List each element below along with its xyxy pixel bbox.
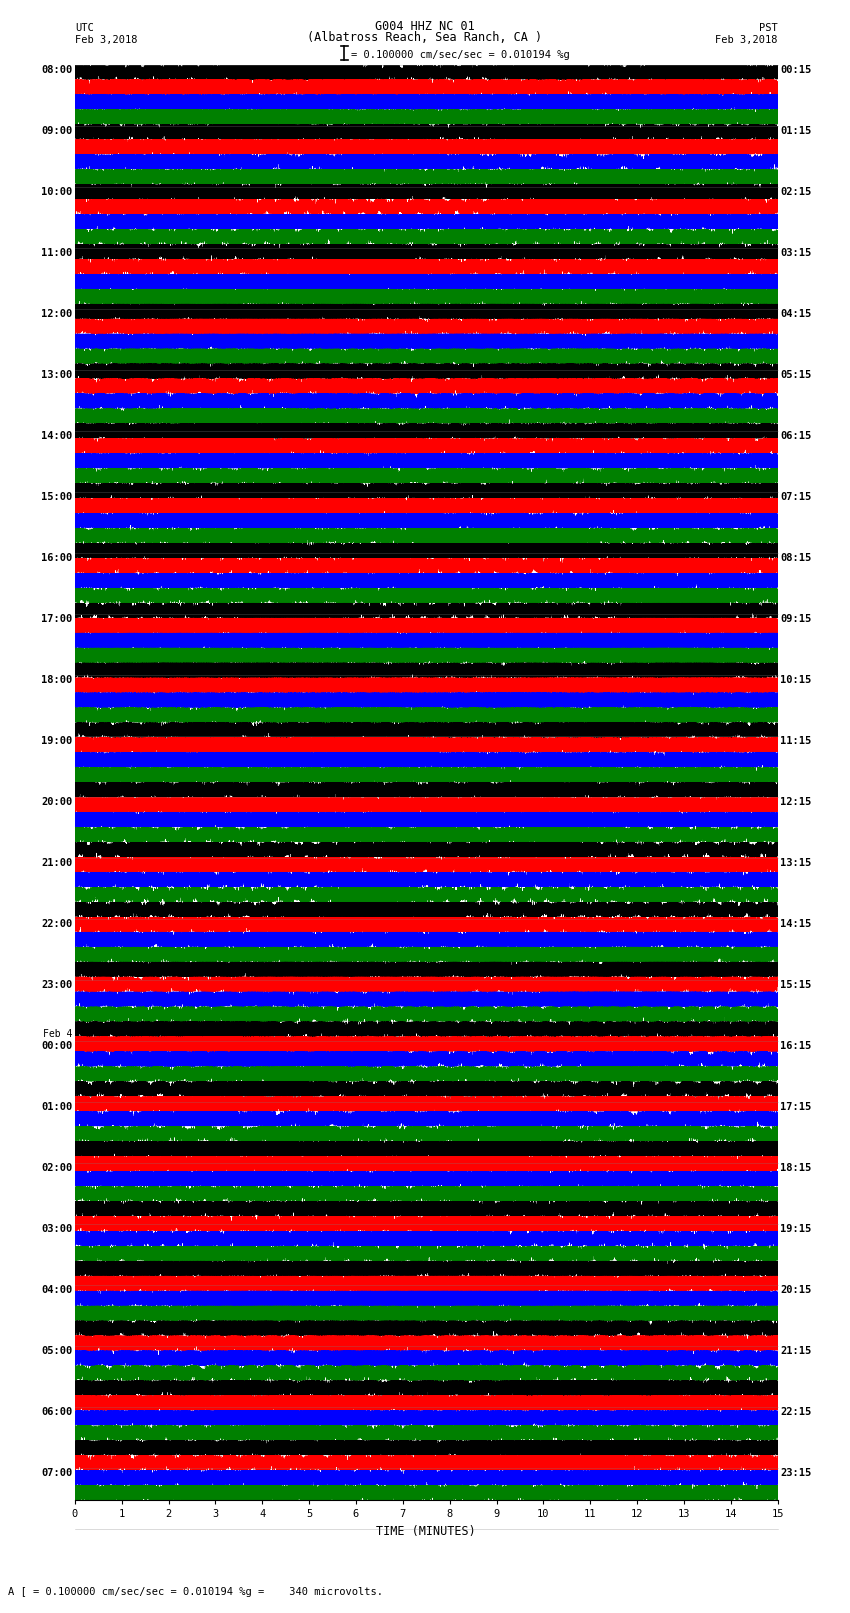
Text: 21:15: 21:15 — [780, 1345, 812, 1357]
Text: 12:15: 12:15 — [780, 797, 812, 806]
Text: 06:00: 06:00 — [41, 1407, 72, 1418]
Text: 02:15: 02:15 — [780, 187, 812, 197]
Text: A [ = 0.100000 cm/sec/sec = 0.010194 %g =    340 microvolts.: A [ = 0.100000 cm/sec/sec = 0.010194 %g … — [8, 1587, 383, 1597]
Text: G004 HHZ NC 01: G004 HHZ NC 01 — [375, 19, 475, 34]
Text: 00:00: 00:00 — [41, 1040, 72, 1052]
Text: 23:00: 23:00 — [41, 979, 72, 990]
Text: Feb 3,2018: Feb 3,2018 — [715, 35, 778, 45]
Text: = 0.100000 cm/sec/sec = 0.010194 %g: = 0.100000 cm/sec/sec = 0.010194 %g — [351, 50, 570, 60]
Text: 05:15: 05:15 — [780, 369, 812, 379]
Text: 13:15: 13:15 — [780, 858, 812, 868]
Text: 16:15: 16:15 — [780, 1040, 812, 1052]
Text: 11:15: 11:15 — [780, 736, 812, 745]
Text: 10:15: 10:15 — [780, 674, 812, 686]
Text: 07:00: 07:00 — [41, 1468, 72, 1478]
Text: 14:00: 14:00 — [41, 431, 72, 440]
Text: 00:15: 00:15 — [780, 65, 812, 74]
Text: Feb 4: Feb 4 — [42, 1029, 72, 1039]
Text: 06:15: 06:15 — [780, 431, 812, 440]
Text: 01:00: 01:00 — [41, 1102, 72, 1111]
Text: 22:15: 22:15 — [780, 1407, 812, 1418]
Text: 20:00: 20:00 — [41, 797, 72, 806]
Text: 02:00: 02:00 — [41, 1163, 72, 1173]
Text: 21:00: 21:00 — [41, 858, 72, 868]
Text: 15:15: 15:15 — [780, 979, 812, 990]
Text: 08:15: 08:15 — [780, 553, 812, 563]
Text: (Albatross Reach, Sea Ranch, CA ): (Albatross Reach, Sea Ranch, CA ) — [308, 31, 542, 45]
Text: UTC: UTC — [75, 24, 94, 34]
Text: 18:15: 18:15 — [780, 1163, 812, 1173]
Text: 03:15: 03:15 — [780, 247, 812, 258]
Text: 04:15: 04:15 — [780, 308, 812, 319]
Text: 11:00: 11:00 — [41, 247, 72, 258]
Text: 09:15: 09:15 — [780, 615, 812, 624]
Text: 13:00: 13:00 — [41, 369, 72, 379]
Text: 01:15: 01:15 — [780, 126, 812, 135]
Text: 04:00: 04:00 — [41, 1286, 72, 1295]
Text: 08:00: 08:00 — [41, 65, 72, 74]
Text: 03:00: 03:00 — [41, 1224, 72, 1234]
Text: 16:00: 16:00 — [41, 553, 72, 563]
Text: 23:15: 23:15 — [780, 1468, 812, 1478]
Text: 05:00: 05:00 — [41, 1345, 72, 1357]
Text: Feb 3,2018: Feb 3,2018 — [75, 35, 138, 45]
X-axis label: TIME (MINUTES): TIME (MINUTES) — [377, 1524, 476, 1537]
Text: 19:15: 19:15 — [780, 1224, 812, 1234]
Text: 10:00: 10:00 — [41, 187, 72, 197]
Text: 14:15: 14:15 — [780, 919, 812, 929]
Text: PST: PST — [759, 24, 778, 34]
Text: 09:00: 09:00 — [41, 126, 72, 135]
Text: 22:00: 22:00 — [41, 919, 72, 929]
Text: 17:00: 17:00 — [41, 615, 72, 624]
Text: 07:15: 07:15 — [780, 492, 812, 502]
Text: 18:00: 18:00 — [41, 674, 72, 686]
Text: 15:00: 15:00 — [41, 492, 72, 502]
Text: 19:00: 19:00 — [41, 736, 72, 745]
Text: 17:15: 17:15 — [780, 1102, 812, 1111]
Text: 20:15: 20:15 — [780, 1286, 812, 1295]
Text: 12:00: 12:00 — [41, 308, 72, 319]
